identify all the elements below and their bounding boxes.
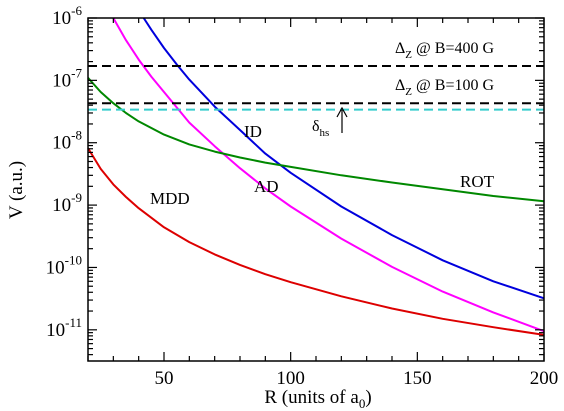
label-zeeman-400: ΔZ @ B=400 G — [395, 40, 494, 61]
series-mdd-line — [87, 147, 545, 336]
x-tick-label: 100 — [276, 368, 305, 389]
x-ticks-layer: 50 100 150 200 — [87, 18, 559, 389]
x-axis-label: R (units of a0) — [264, 387, 371, 411]
curves-layer — [87, 17, 545, 336]
x-tick-label: 200 — [530, 368, 559, 389]
y-tick-label: 10-6 — [52, 3, 82, 29]
y-tick-label: 10-9 — [52, 190, 82, 216]
series-ad-line — [112, 17, 545, 333]
x-tick-label: 150 — [403, 368, 432, 389]
label-mdd: MDD — [150, 189, 190, 208]
y-axis-label: V (a.u.) — [6, 161, 27, 219]
label-rot: ROT — [460, 172, 495, 191]
hs-arrow — [336, 106, 348, 133]
series-rot-line — [87, 77, 545, 203]
y-tick-label: 10-11 — [46, 315, 82, 341]
series-id-line — [142, 17, 545, 300]
label-ad: AD — [254, 177, 279, 196]
y-ticks-layer: 10-11 10-10 10-9 10-8 10-7 10-6 — [46, 3, 544, 356]
label-hs: δhs — [312, 118, 329, 139]
label-id: ID — [244, 122, 262, 141]
y-tick-label: 10-8 — [52, 128, 82, 154]
y-tick-label: 10-7 — [52, 65, 82, 91]
y-tick-label: 10-10 — [46, 252, 82, 278]
threshold-lines-layer — [88, 64, 544, 111]
label-zeeman-100: ΔZ @ B=100 G — [395, 77, 494, 98]
x-tick-label: 50 — [155, 368, 174, 389]
